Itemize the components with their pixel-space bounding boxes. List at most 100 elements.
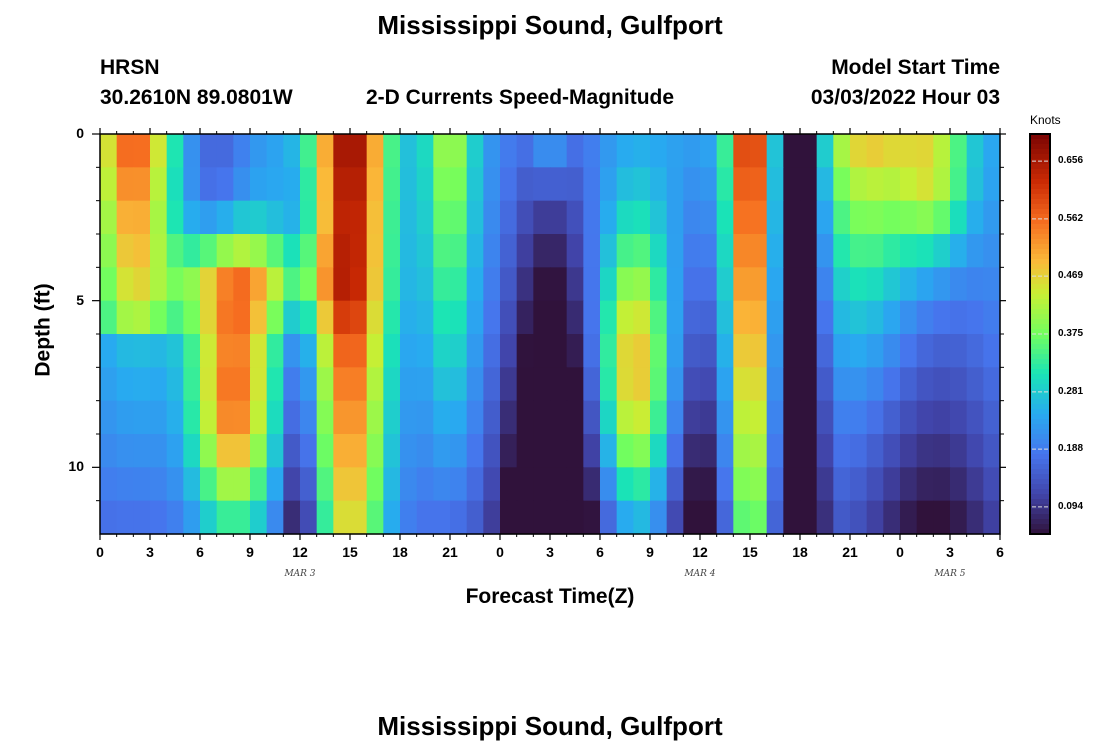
heatmap-cell <box>800 300 818 335</box>
colorbar-segment <box>1030 429 1050 435</box>
heatmap-cell <box>883 500 901 535</box>
heatmap-cell <box>533 300 551 335</box>
heatmap-cell <box>183 134 201 168</box>
heatmap-cell <box>200 434 218 468</box>
x-tick-label: 6 <box>996 544 1004 560</box>
heatmap-cell <box>416 134 434 168</box>
heatmap-cell <box>233 334 251 368</box>
date-label: MAR 4 <box>684 569 716 579</box>
heatmap-cell <box>700 300 718 335</box>
heatmap-cell <box>450 400 468 435</box>
heatmap-cell <box>133 300 151 335</box>
heatmap-cell <box>716 500 734 535</box>
colorbar-segment <box>1030 259 1050 265</box>
x-tick-label: 6 <box>196 544 204 560</box>
heatmap-cell <box>516 267 534 302</box>
heatmap-cell <box>533 267 551 302</box>
colorbar-segment <box>1030 194 1050 200</box>
heatmap-cell <box>783 467 801 502</box>
heatmap-cell <box>700 434 718 468</box>
heatmap-cell <box>133 500 151 535</box>
heatmap-cell <box>300 500 318 535</box>
heatmap-cell <box>683 434 701 468</box>
colorbar-segment <box>1030 449 1050 455</box>
heatmap-cell <box>166 200 184 235</box>
heatmap-cell <box>400 500 418 535</box>
x-tick-label: 18 <box>792 544 808 560</box>
heatmap-cell <box>333 234 351 268</box>
heatmap-cell <box>650 300 668 335</box>
heatmap-cell <box>766 434 784 468</box>
heatmap-cell <box>633 267 651 302</box>
colorbar-tick-label: 0.094 <box>1058 500 1084 512</box>
heatmap-cell <box>316 200 334 235</box>
heatmap-cell <box>216 500 234 535</box>
heatmap-cell <box>933 300 951 335</box>
heatmap-cell <box>916 434 934 468</box>
heatmap-cell <box>216 200 234 235</box>
heatmap-cell <box>916 500 934 535</box>
colorbar-segment <box>1030 499 1050 505</box>
heatmap-cell <box>616 234 634 268</box>
heatmap-cell <box>566 400 584 435</box>
heatmap-cell <box>133 367 151 402</box>
date-label: MAR 5 <box>934 569 966 579</box>
heatmap-cell <box>883 467 901 502</box>
heatmap-cell <box>750 467 768 502</box>
heatmap-cell <box>716 200 734 235</box>
heatmap-cell <box>466 400 484 435</box>
heatmap-cell <box>850 200 868 235</box>
heatmap-cell <box>616 200 634 235</box>
heatmap-cell <box>650 400 668 435</box>
heatmap-cell <box>966 334 984 368</box>
heatmap-cell <box>916 234 934 268</box>
heatmap-cell <box>100 400 118 435</box>
heatmap-cell <box>300 267 318 302</box>
heatmap-cell <box>350 234 368 268</box>
heatmap-cell <box>816 400 834 435</box>
heatmap-cell <box>600 500 618 535</box>
heatmap-cell <box>666 367 684 402</box>
heatmap-cell <box>500 234 518 268</box>
colorbar-segment <box>1030 219 1050 225</box>
colorbar-segment <box>1030 239 1050 245</box>
heatmap-cell <box>966 400 984 435</box>
heatmap-cell <box>916 267 934 302</box>
heatmap-cell <box>466 167 484 202</box>
heatmap-cell <box>716 134 734 168</box>
heatmap-cell <box>900 300 918 335</box>
heatmap-cell <box>650 500 668 535</box>
heatmap-cell <box>150 234 168 268</box>
heatmap-cell <box>516 300 534 335</box>
heatmap-cell <box>400 167 418 202</box>
heatmap-cell <box>383 267 401 302</box>
colorbar-segment <box>1030 454 1050 460</box>
heatmap-cell <box>583 334 601 368</box>
heatmap-cell <box>166 334 184 368</box>
heatmap-cell <box>766 500 784 535</box>
heatmap-cell <box>716 467 734 502</box>
heatmap-cell <box>733 367 751 402</box>
heatmap-cell <box>983 334 1001 368</box>
heatmap-cell <box>883 134 901 168</box>
heatmap-cell <box>233 467 251 502</box>
heatmap-cell <box>416 500 434 535</box>
heatmap-cell <box>700 200 718 235</box>
heatmap-cell <box>966 134 984 168</box>
heatmap-cell <box>283 434 301 468</box>
heatmap-cell <box>483 134 501 168</box>
colorbar-frame <box>1029 133 1051 535</box>
heatmap-cell <box>100 367 118 402</box>
heatmap-cell <box>116 434 134 468</box>
colorbar-segment <box>1030 254 1050 260</box>
heatmap-cell <box>883 267 901 302</box>
heatmap-cell <box>950 300 968 335</box>
heatmap-cell <box>533 134 551 168</box>
heatmap-cell <box>116 234 134 268</box>
heatmap-cell <box>250 434 268 468</box>
chart-subtitle: 2-D Currents Speed-Magnitude <box>366 86 675 109</box>
heatmap-cell <box>866 434 884 468</box>
heatmap-cell <box>883 434 901 468</box>
heatmap-cell <box>316 467 334 502</box>
heatmap-cell <box>466 300 484 335</box>
